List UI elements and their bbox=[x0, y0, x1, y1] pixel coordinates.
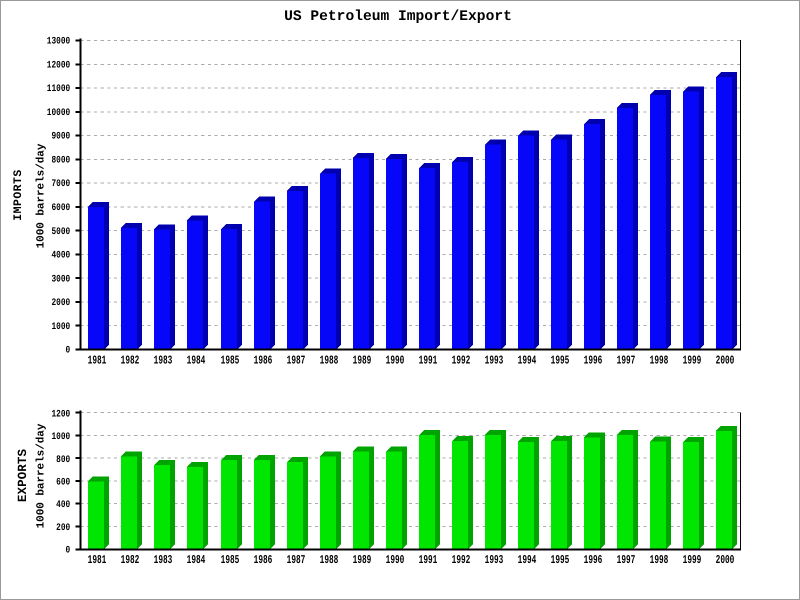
svg-text:1995: 1995 bbox=[551, 354, 570, 368]
svg-text:10000: 10000 bbox=[47, 108, 70, 119]
svg-text:1000: 1000 bbox=[51, 432, 70, 443]
svg-text:5000: 5000 bbox=[51, 227, 70, 238]
svg-text:1995: 1995 bbox=[551, 553, 570, 567]
svg-text:1991: 1991 bbox=[419, 354, 438, 368]
svg-text:1000: 1000 bbox=[51, 322, 70, 333]
svg-text:12000: 12000 bbox=[47, 60, 70, 71]
svg-text:1984: 1984 bbox=[187, 354, 206, 368]
svg-text:2000: 2000 bbox=[716, 354, 735, 368]
svg-text:1986: 1986 bbox=[254, 354, 273, 368]
svg-text:1996: 1996 bbox=[584, 553, 603, 567]
svg-text:1982: 1982 bbox=[121, 553, 140, 567]
svg-text:11000: 11000 bbox=[47, 84, 70, 95]
svg-text:400: 400 bbox=[56, 500, 70, 511]
svg-text:7000: 7000 bbox=[51, 179, 70, 190]
svg-text:9000: 9000 bbox=[51, 132, 70, 143]
svg-text:1989: 1989 bbox=[353, 553, 372, 567]
svg-text:1996: 1996 bbox=[584, 354, 603, 368]
svg-text:8000: 8000 bbox=[51, 155, 70, 166]
svg-text:1988: 1988 bbox=[320, 354, 339, 368]
svg-text:1986: 1986 bbox=[254, 553, 273, 567]
svg-text:1993: 1993 bbox=[485, 354, 504, 368]
svg-text:1992: 1992 bbox=[452, 553, 471, 567]
svg-text:1992: 1992 bbox=[452, 354, 471, 368]
svg-text:2000: 2000 bbox=[51, 298, 70, 309]
svg-text:1989: 1989 bbox=[353, 354, 372, 368]
svg-text:1994: 1994 bbox=[518, 354, 537, 368]
svg-text:1990: 1990 bbox=[386, 553, 405, 567]
svg-text:1983: 1983 bbox=[154, 354, 173, 368]
svg-text:1985: 1985 bbox=[221, 553, 240, 567]
svg-text:EXPORTS: EXPORTS bbox=[16, 449, 30, 503]
svg-text:1000 barrels/day: 1000 barrels/day bbox=[36, 423, 48, 528]
svg-text:1987: 1987 bbox=[287, 354, 306, 368]
svg-text:13000: 13000 bbox=[47, 37, 70, 48]
svg-text:1984: 1984 bbox=[187, 553, 206, 567]
svg-text:IMPORTS: IMPORTS bbox=[12, 169, 25, 220]
svg-text:1987: 1987 bbox=[287, 553, 306, 567]
svg-text:1994: 1994 bbox=[518, 553, 537, 567]
svg-text:1999: 1999 bbox=[683, 553, 702, 567]
svg-text:2000: 2000 bbox=[716, 553, 735, 567]
svg-text:200: 200 bbox=[56, 523, 70, 534]
svg-text:1000 barrels/day: 1000 barrels/day bbox=[36, 143, 48, 248]
svg-text:1990: 1990 bbox=[386, 354, 405, 368]
svg-text:3000: 3000 bbox=[51, 274, 70, 285]
svg-text:1998: 1998 bbox=[650, 354, 669, 368]
svg-text:1997: 1997 bbox=[617, 354, 636, 368]
svg-text:1981: 1981 bbox=[88, 553, 107, 567]
svg-text:1981: 1981 bbox=[88, 354, 107, 368]
svg-text:1991: 1991 bbox=[419, 553, 438, 567]
svg-text:600: 600 bbox=[56, 478, 70, 489]
svg-text:1988: 1988 bbox=[320, 553, 339, 567]
svg-text:1983: 1983 bbox=[154, 553, 173, 567]
svg-text:0: 0 bbox=[66, 346, 71, 357]
svg-text:800: 800 bbox=[56, 455, 70, 466]
svg-text:1993: 1993 bbox=[485, 553, 504, 567]
svg-text:1999: 1999 bbox=[683, 354, 702, 368]
svg-text:1985: 1985 bbox=[221, 354, 240, 368]
svg-text:6000: 6000 bbox=[51, 203, 70, 214]
svg-text:US Petroleum Import/Export: US Petroleum Import/Export bbox=[284, 9, 512, 25]
svg-text:1998: 1998 bbox=[650, 553, 669, 567]
svg-text:1997: 1997 bbox=[617, 553, 636, 567]
svg-text:1200: 1200 bbox=[51, 409, 70, 420]
svg-text:4000: 4000 bbox=[51, 251, 70, 262]
svg-text:0: 0 bbox=[66, 546, 71, 557]
svg-text:1982: 1982 bbox=[121, 354, 140, 368]
